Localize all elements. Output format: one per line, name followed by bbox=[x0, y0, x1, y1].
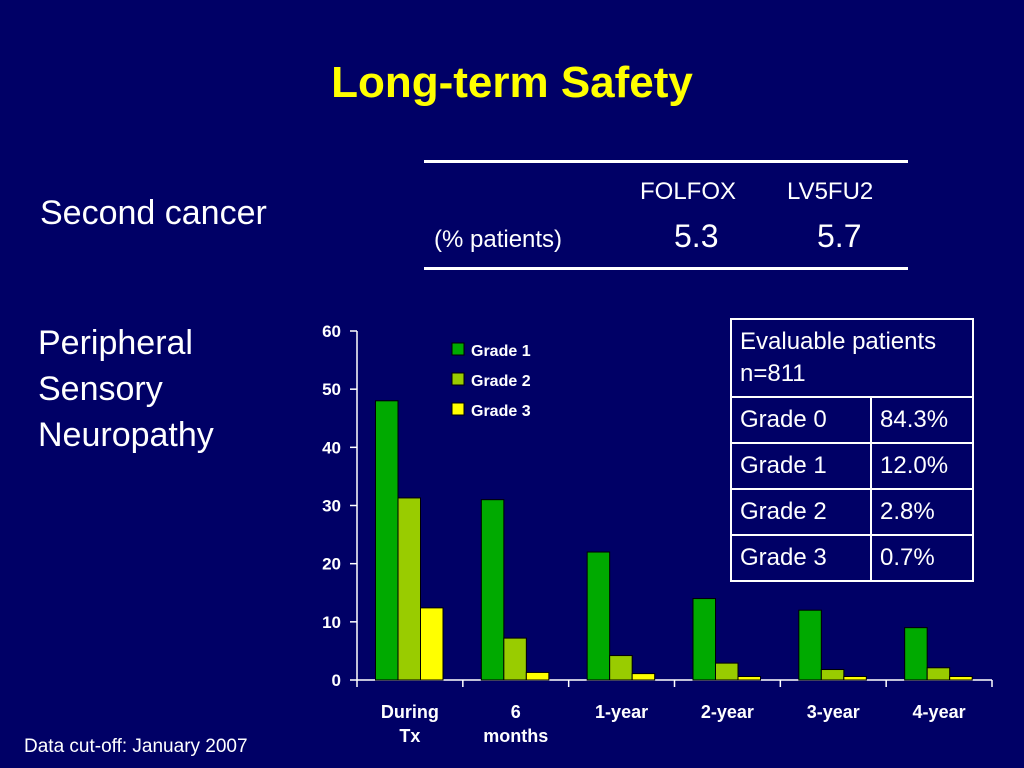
bar bbox=[525, 671, 550, 681]
y-tick-label: 40 bbox=[322, 438, 341, 457]
slide-title: Long-term Safety bbox=[331, 58, 693, 107]
x-category-label: 6 bbox=[511, 702, 521, 722]
data-cutoff-footnote: Data cut-off: January 2007 bbox=[24, 736, 248, 757]
bar bbox=[586, 551, 611, 681]
bar bbox=[480, 499, 505, 681]
neuropathy-label: Peripheral Sensory Neuropathy bbox=[38, 320, 214, 458]
bar bbox=[904, 627, 928, 681]
bar bbox=[420, 607, 444, 681]
legend-label: Grade 1 bbox=[471, 343, 531, 360]
legend-label: Grade 2 bbox=[471, 373, 531, 390]
x-category-label: During bbox=[381, 702, 439, 722]
percent-cell: 84.3% bbox=[870, 396, 974, 444]
percent-cell: 0.7% bbox=[870, 534, 974, 582]
bar bbox=[503, 637, 527, 681]
lv5fu2-value: 5.7 bbox=[817, 218, 862, 254]
bar bbox=[631, 673, 656, 681]
table-row: Grade 1 12.0% bbox=[730, 442, 974, 490]
percent-cell: 2.8% bbox=[870, 488, 974, 536]
y-tick-label: 30 bbox=[322, 497, 341, 516]
x-category-label: Tx bbox=[399, 726, 420, 746]
legend-swatch bbox=[451, 342, 465, 356]
grade-cell: Grade 2 bbox=[730, 488, 872, 536]
x-category-label: 1-year bbox=[595, 702, 648, 722]
bar bbox=[715, 662, 739, 681]
bar bbox=[843, 676, 867, 681]
legend-label: Grade 3 bbox=[471, 403, 531, 420]
x-category-label: 2-year bbox=[701, 702, 754, 722]
second-cancer-label: Second cancer bbox=[40, 194, 267, 232]
second-cancer-table: FOLFOX LV5FU2 (% patients) 5.3 5.7 bbox=[424, 160, 908, 272]
grade-cell: Grade 1 bbox=[730, 442, 872, 490]
evaluable-header-cell: Evaluable patients n=811 bbox=[730, 318, 974, 398]
grade-cell: Grade 3 bbox=[730, 534, 872, 582]
x-category-label: months bbox=[483, 726, 548, 746]
y-tick-label: 10 bbox=[322, 613, 341, 632]
bar bbox=[397, 497, 421, 681]
bar bbox=[798, 609, 822, 681]
y-tick-label: 0 bbox=[332, 671, 341, 690]
bar bbox=[692, 598, 716, 681]
bar bbox=[375, 400, 399, 681]
bar bbox=[737, 676, 761, 681]
bar bbox=[926, 667, 951, 681]
neuropathy-label-line: Peripheral bbox=[38, 324, 193, 362]
percent-patients-label: (% patients) bbox=[434, 226, 563, 253]
table-top-rule bbox=[424, 160, 908, 163]
y-tick-label: 50 bbox=[322, 380, 341, 399]
x-category-label: 3-year bbox=[807, 702, 860, 722]
bar bbox=[609, 655, 633, 681]
x-category-label: 4-year bbox=[913, 702, 966, 722]
neuropathy-label-line: Neuropathy bbox=[38, 416, 214, 454]
table-row: Grade 3 0.7% bbox=[730, 534, 974, 582]
legend-swatch bbox=[451, 402, 465, 416]
bar bbox=[949, 676, 973, 681]
folfox-header: FOLFOX bbox=[640, 178, 737, 205]
y-tick-label: 60 bbox=[322, 322, 341, 341]
table-header-row: Evaluable patients n=811 bbox=[730, 318, 974, 398]
table-row: Grade 2 2.8% bbox=[730, 488, 974, 536]
evaluable-patients-table: Evaluable patients n=811 Grade 0 84.3% G… bbox=[730, 318, 974, 582]
table-row: Grade 0 84.3% bbox=[730, 396, 974, 444]
neuropathy-label-line: Sensory bbox=[38, 370, 163, 408]
table-bottom-rule bbox=[424, 267, 908, 270]
y-tick-label: 20 bbox=[322, 555, 341, 574]
lv5fu2-header: LV5FU2 bbox=[787, 178, 874, 205]
percent-cell: 12.0% bbox=[870, 442, 974, 490]
bar bbox=[820, 669, 845, 681]
folfox-value: 5.3 bbox=[674, 218, 719, 254]
legend-swatch bbox=[451, 372, 465, 386]
grade-cell: Grade 0 bbox=[730, 396, 872, 444]
